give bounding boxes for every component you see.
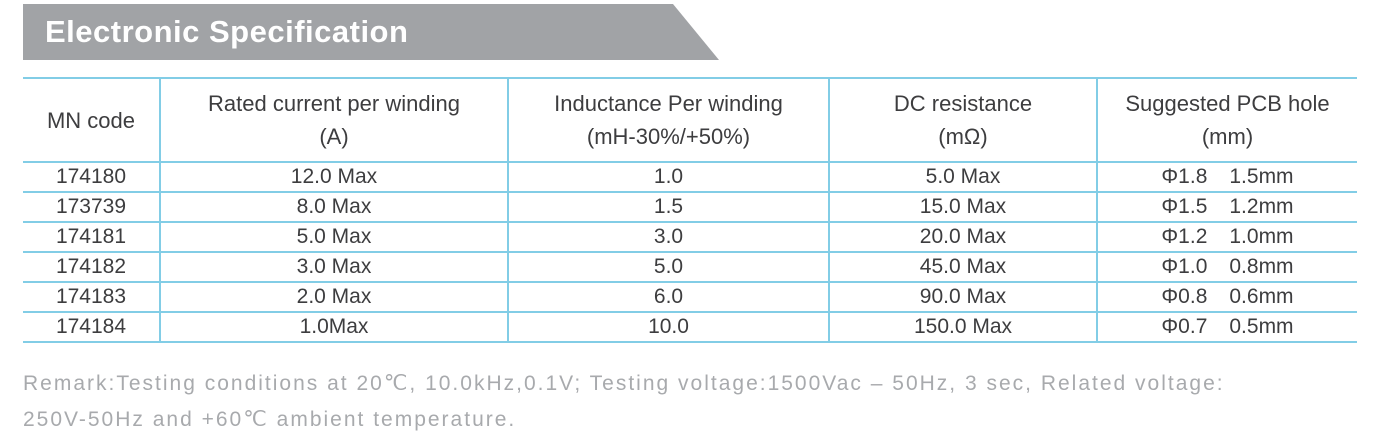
cell-mn-code: 174184: [55, 315, 127, 338]
cell-inductance: 1.5: [507, 192, 829, 222]
cell-inductance: 6.0: [507, 282, 829, 312]
cell-inductance: 3.0: [507, 222, 829, 252]
table-row: 174184 1.0Max 10.0 150.0 Max Φ0.7 0.5mm: [23, 312, 1357, 342]
col-header-inductance: Inductance Per winding (mH-30%/+50%): [507, 78, 829, 162]
cell-rated-current: 2.0 Max: [159, 282, 508, 312]
col-header-unit: (mH-30%/+50%): [586, 124, 751, 149]
pcb-hole-size: 0.8mm: [1229, 255, 1294, 278]
table-row: 174180 12.0 Max 1.0 5.0 Max Φ1.8 1.5mm: [23, 162, 1357, 192]
remark-note: Remark:Testing conditions at 20℃, 10.0kH…: [23, 366, 1373, 438]
cell-dc-resistance: 150.0 Max: [828, 312, 1097, 342]
cell-pcb-hole: Φ1.8 1.5mm: [1096, 162, 1357, 192]
col-header-label: Rated current per winding: [208, 91, 460, 116]
spec-table: MN code Rated current per winding (A) In…: [23, 77, 1357, 343]
pcb-hole-diameter: Φ1.0: [1161, 255, 1208, 278]
cell-rated-current: 1.0Max: [159, 312, 508, 342]
pcb-hole-diameter: Φ0.8: [1161, 285, 1208, 308]
cell-mn-code: 173739: [55, 195, 127, 218]
table-row: 174182 3.0 Max 5.0 45.0 Max Φ1.0 0.8mm: [23, 252, 1357, 282]
table-row: 173739 8.0 Max 1.5 15.0 Max Φ1.5 1.2mm: [23, 192, 1357, 222]
cell-pcb-hole: Φ0.8 0.6mm: [1096, 282, 1357, 312]
cell-dc-resistance: 45.0 Max: [828, 252, 1097, 282]
col-header-unit: (mm): [1201, 124, 1254, 149]
remark-line-2: 250V-50Hz and +60℃ ambient temperature.: [23, 408, 517, 431]
remark-line-1: Remark:Testing conditions at 20℃, 10.0kH…: [23, 372, 1225, 395]
cell-inductance: 10.0: [507, 312, 829, 342]
cell-dc-resistance: 20.0 Max: [828, 222, 1097, 252]
col-header-unit: (mΩ): [938, 124, 988, 149]
col-header-unit: (A): [319, 124, 349, 149]
cell-inductance: 1.0: [507, 162, 829, 192]
pcb-hole-diameter: Φ1.2: [1161, 225, 1208, 248]
col-header-dc-resistance: DC resistance (mΩ): [828, 78, 1097, 162]
pcb-hole-size: 1.0mm: [1229, 225, 1294, 248]
table-row: 174181 5.0 Max 3.0 20.0 Max Φ1.2 1.0mm: [23, 222, 1357, 252]
cell-rated-current: 12.0 Max: [159, 162, 508, 192]
col-header-rated-current: Rated current per winding (A): [159, 78, 508, 162]
table-row: 174183 2.0 Max 6.0 90.0 Max Φ0.8 0.6mm: [23, 282, 1357, 312]
col-header-label: DC resistance: [893, 91, 1033, 116]
cell-pcb-hole: Φ1.0 0.8mm: [1096, 252, 1357, 282]
cell-dc-resistance: 90.0 Max: [828, 282, 1097, 312]
cell-mn-code: 174182: [55, 255, 127, 278]
pcb-hole-size: 0.5mm: [1229, 315, 1294, 338]
header-row: MN code Rated current per winding (A) In…: [23, 78, 1357, 162]
cell-mn-code: 174180: [55, 165, 127, 188]
pcb-hole-diameter: Φ1.8: [1161, 165, 1208, 188]
section-banner: Electronic Specification: [23, 4, 719, 60]
cell-mn-code: 174183: [55, 285, 127, 308]
col-header-label: Suggested PCB hole: [1125, 91, 1330, 116]
table-body: 174180 12.0 Max 1.0 5.0 Max Φ1.8 1.5mm 1…: [23, 162, 1357, 342]
cell-rated-current: 8.0 Max: [159, 192, 508, 222]
pcb-hole-size: 1.5mm: [1229, 165, 1294, 188]
pcb-hole-diameter: Φ1.5: [1161, 195, 1208, 218]
cell-pcb-hole: Φ1.5 1.2mm: [1096, 192, 1357, 222]
cell-dc-resistance: 15.0 Max: [828, 192, 1097, 222]
cell-mn-code: 174181: [55, 225, 127, 248]
pcb-hole-diameter: Φ0.7: [1161, 315, 1208, 338]
col-header-pcb-hole: Suggested PCB hole (mm): [1096, 78, 1357, 162]
cell-inductance: 5.0: [507, 252, 829, 282]
col-header-label: Inductance Per winding: [554, 91, 783, 116]
cell-rated-current: 5.0 Max: [159, 222, 508, 252]
cell-dc-resistance: 5.0 Max: [828, 162, 1097, 192]
pcb-hole-size: 0.6mm: [1229, 285, 1294, 308]
pcb-hole-size: 1.2mm: [1229, 195, 1294, 218]
section-title: Electronic Specification: [45, 14, 409, 49]
cell-pcb-hole: Φ1.2 1.0mm: [1096, 222, 1357, 252]
cell-rated-current: 3.0 Max: [159, 252, 508, 282]
table-header: MN code Rated current per winding (A) In…: [23, 78, 1357, 162]
col-header-mn-code: MN code: [23, 78, 160, 162]
col-header-label: MN code: [46, 107, 136, 133]
cell-pcb-hole: Φ0.7 0.5mm: [1096, 312, 1357, 342]
